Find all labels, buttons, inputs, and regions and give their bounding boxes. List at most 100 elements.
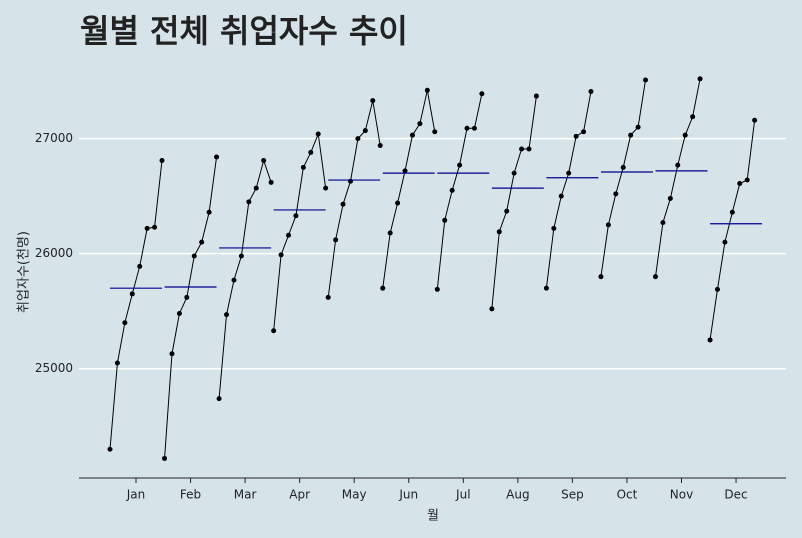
point <box>588 88 594 94</box>
point <box>581 129 587 135</box>
point <box>558 193 564 199</box>
series-line <box>164 156 218 459</box>
point <box>417 121 423 127</box>
point <box>162 455 168 461</box>
point <box>613 191 619 197</box>
chart-title: 월별 전체 취업자수 추이 <box>80 12 408 50</box>
x-tick-label: May <box>342 488 367 502</box>
x-tick-label: Jun <box>398 488 418 502</box>
point <box>231 277 237 283</box>
point <box>214 154 220 160</box>
point <box>434 286 440 292</box>
series-line <box>436 93 483 290</box>
x-tick-label: Oct <box>617 488 638 502</box>
point <box>137 263 143 269</box>
series-line <box>709 120 756 341</box>
point <box>300 164 306 170</box>
point <box>449 187 455 193</box>
point <box>268 179 274 185</box>
point <box>690 114 696 120</box>
point <box>261 157 267 163</box>
x-tick-label: Feb <box>180 488 201 502</box>
point <box>722 239 728 245</box>
point <box>176 310 182 316</box>
point <box>457 162 463 168</box>
point <box>370 98 376 104</box>
series-line <box>655 78 701 277</box>
series-line <box>545 91 592 289</box>
point <box>424 87 430 93</box>
series-line <box>327 100 381 298</box>
point <box>377 143 383 149</box>
point <box>526 146 532 152</box>
x-tick-label: Aug <box>506 488 529 502</box>
point <box>442 217 448 223</box>
point <box>199 239 205 245</box>
point <box>323 185 329 191</box>
y-tick-label: 27000 <box>35 131 73 145</box>
point <box>271 328 277 334</box>
point <box>340 201 346 207</box>
point <box>752 117 758 123</box>
point <box>315 131 321 137</box>
y-tick-label: 25000 <box>35 361 73 375</box>
point <box>635 124 641 130</box>
series-line <box>218 158 272 399</box>
point <box>380 285 386 291</box>
series-line <box>600 79 647 277</box>
point <box>605 222 611 228</box>
y-axis-label: 취업자수(천명) <box>17 231 32 313</box>
point <box>682 132 688 138</box>
point <box>152 224 158 230</box>
point <box>191 253 197 259</box>
point <box>643 77 649 83</box>
point <box>533 93 539 99</box>
series-line <box>491 95 537 309</box>
point <box>293 213 299 219</box>
point <box>511 170 517 176</box>
point <box>653 274 658 280</box>
point <box>159 157 165 163</box>
point <box>308 149 314 155</box>
point <box>598 274 604 280</box>
x-tick-label: Mar <box>234 488 257 502</box>
point <box>107 446 113 452</box>
point <box>667 195 673 201</box>
point <box>278 252 284 258</box>
point <box>402 168 408 174</box>
point <box>479 91 485 97</box>
point <box>333 237 339 243</box>
series-line <box>109 160 163 450</box>
point <box>744 177 750 183</box>
point <box>129 291 135 297</box>
point <box>325 294 331 300</box>
point <box>253 185 259 191</box>
point <box>566 170 572 176</box>
point <box>387 230 393 236</box>
point <box>471 125 477 131</box>
point <box>737 180 743 186</box>
x-tick-label: Jan <box>126 488 146 502</box>
y-tick-label: 26000 <box>35 246 73 260</box>
point <box>409 132 415 138</box>
point <box>543 285 549 291</box>
point <box>496 229 502 235</box>
point <box>628 132 634 138</box>
point <box>122 320 128 326</box>
x-tick-label: Dec <box>724 488 747 502</box>
point <box>675 162 681 168</box>
point <box>707 337 713 343</box>
point <box>504 208 510 214</box>
point <box>697 76 703 82</box>
point <box>169 351 175 357</box>
point <box>729 209 735 215</box>
series-line <box>382 90 436 289</box>
point <box>714 286 720 292</box>
x-tick-label: Jul <box>455 488 470 502</box>
x-tick-label: Sep <box>561 488 584 502</box>
point <box>238 253 244 259</box>
point <box>432 129 438 135</box>
point <box>206 209 212 215</box>
point <box>144 225 150 231</box>
point <box>355 136 361 142</box>
